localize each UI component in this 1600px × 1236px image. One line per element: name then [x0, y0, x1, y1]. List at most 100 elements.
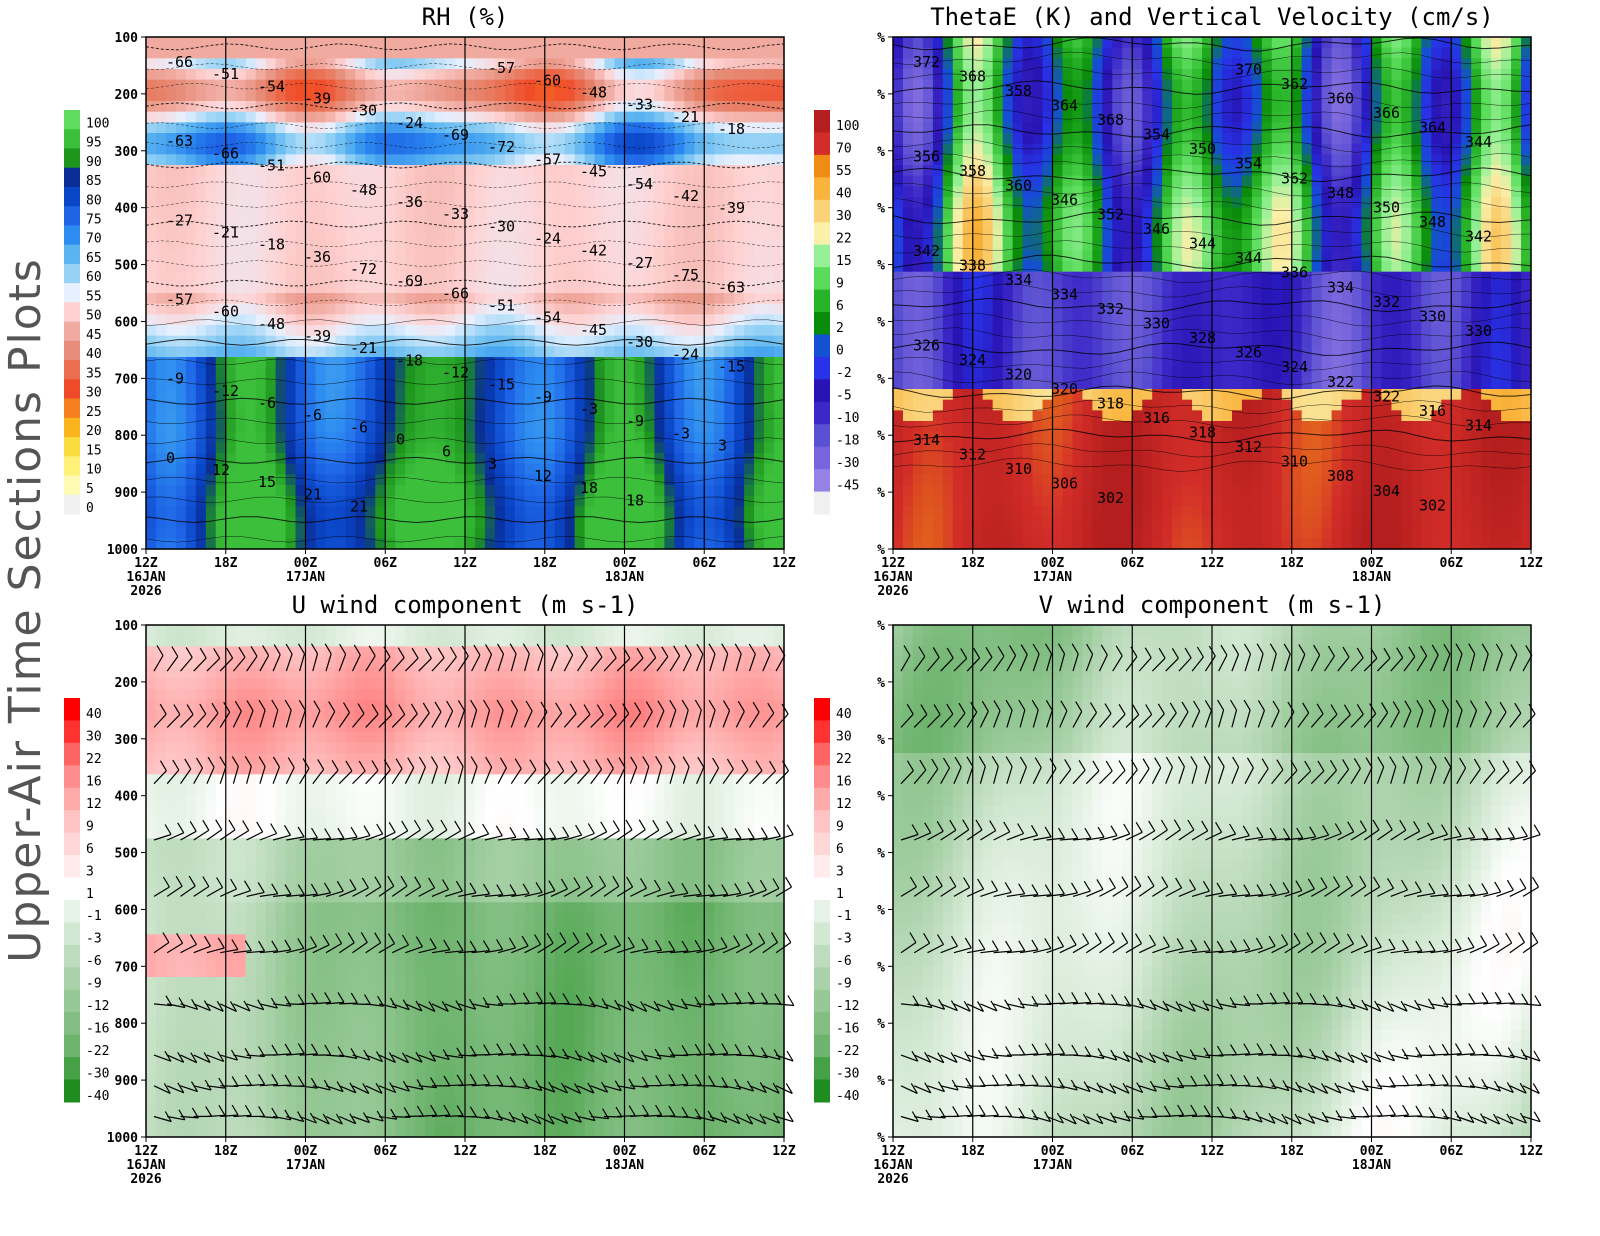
field-cell	[206, 165, 217, 176]
field-cell	[315, 229, 326, 240]
field-cell	[286, 250, 297, 261]
field-cell	[1062, 229, 1073, 240]
field-cell	[754, 176, 765, 187]
field-cell	[375, 37, 386, 48]
field-cell	[1023, 229, 1034, 240]
field-cell	[1192, 453, 1203, 464]
field-cell	[445, 154, 456, 165]
field-cell	[335, 432, 346, 443]
field-cell	[724, 165, 735, 176]
field-cell	[1162, 464, 1173, 475]
field-cell	[1242, 282, 1253, 293]
field-cell	[684, 37, 695, 48]
field-cell	[445, 346, 456, 357]
field-cell	[605, 197, 616, 208]
field-cell	[953, 112, 964, 123]
field-cell	[325, 421, 336, 432]
field-cell	[704, 229, 715, 240]
field-cell	[246, 464, 257, 475]
field-cell	[724, 90, 735, 101]
field-cell	[216, 37, 227, 48]
field-cell	[445, 304, 456, 315]
field-cell	[684, 90, 695, 101]
field-cell	[535, 186, 546, 197]
field-cell	[455, 506, 466, 517]
field-cell	[236, 506, 247, 517]
field-cell	[1212, 517, 1223, 528]
field-cell	[226, 197, 237, 208]
field-cell	[1152, 240, 1163, 251]
field-cell	[455, 80, 466, 91]
field-cell	[475, 282, 486, 293]
field-cell	[933, 464, 944, 475]
field-cell	[953, 144, 964, 155]
field-cell	[495, 528, 506, 539]
field-cell	[973, 122, 984, 133]
field-cell	[515, 496, 526, 507]
field-cell	[1112, 528, 1123, 539]
field-cell	[375, 48, 386, 59]
field-cell	[465, 400, 476, 411]
field-cell	[744, 80, 755, 91]
field-cell	[565, 442, 576, 453]
colorbar-label: 70	[86, 232, 102, 247]
field-cell	[1212, 218, 1223, 229]
field-cell	[455, 37, 466, 48]
field-cell	[445, 325, 456, 336]
field-cell	[1152, 112, 1163, 123]
field-cell	[674, 368, 685, 379]
field-cell	[1102, 133, 1113, 144]
contour-label: 12	[534, 467, 552, 485]
field-cell	[246, 442, 257, 453]
field-cell	[1132, 293, 1143, 304]
field-cell	[943, 208, 954, 219]
field-cell	[156, 197, 167, 208]
field-cell	[615, 293, 626, 304]
field-cell	[1082, 250, 1093, 261]
field-cell	[704, 496, 715, 507]
field-cell	[724, 176, 735, 187]
field-cell	[545, 90, 556, 101]
field-cell	[943, 464, 954, 475]
field-cell	[1003, 112, 1014, 123]
field-cell	[913, 528, 924, 539]
field-cell	[1043, 218, 1054, 229]
field-cell	[764, 165, 775, 176]
field-cell	[1202, 400, 1213, 411]
field-cell	[335, 197, 346, 208]
field-cell	[435, 336, 446, 347]
field-cell	[1082, 368, 1093, 379]
field-cell	[425, 261, 436, 272]
field-cell	[286, 69, 297, 80]
figure-vertical-title: Upper-Air Time Sections Plots	[0, 257, 51, 963]
field-cell	[1242, 37, 1253, 48]
colorbar-swatch	[64, 341, 80, 361]
field-cell	[335, 261, 346, 272]
field-cell	[684, 240, 695, 251]
field-cell	[1062, 432, 1073, 443]
field-cell	[196, 528, 207, 539]
field-cell	[1043, 400, 1054, 411]
field-cell	[744, 346, 755, 357]
field-cell	[395, 400, 406, 411]
field-cell	[1142, 538, 1153, 549]
field-cell	[1132, 48, 1143, 59]
field-cell	[315, 432, 326, 443]
field-cell	[674, 218, 685, 229]
field-cell	[615, 325, 626, 336]
field-cell	[345, 368, 356, 379]
field-cell	[684, 538, 695, 549]
field-cell	[445, 496, 456, 507]
field-cell	[1043, 133, 1054, 144]
field-cell	[1232, 272, 1243, 283]
field-cell	[1072, 464, 1083, 475]
field-cell	[455, 250, 466, 261]
field-cell	[555, 58, 566, 69]
field-cell	[196, 69, 207, 80]
field-cell	[674, 314, 685, 325]
field-cell	[754, 165, 765, 176]
field-cell	[345, 517, 356, 528]
x-tick-label: 18Z	[533, 556, 557, 571]
field-cell	[286, 314, 297, 325]
field-cell	[166, 154, 177, 165]
